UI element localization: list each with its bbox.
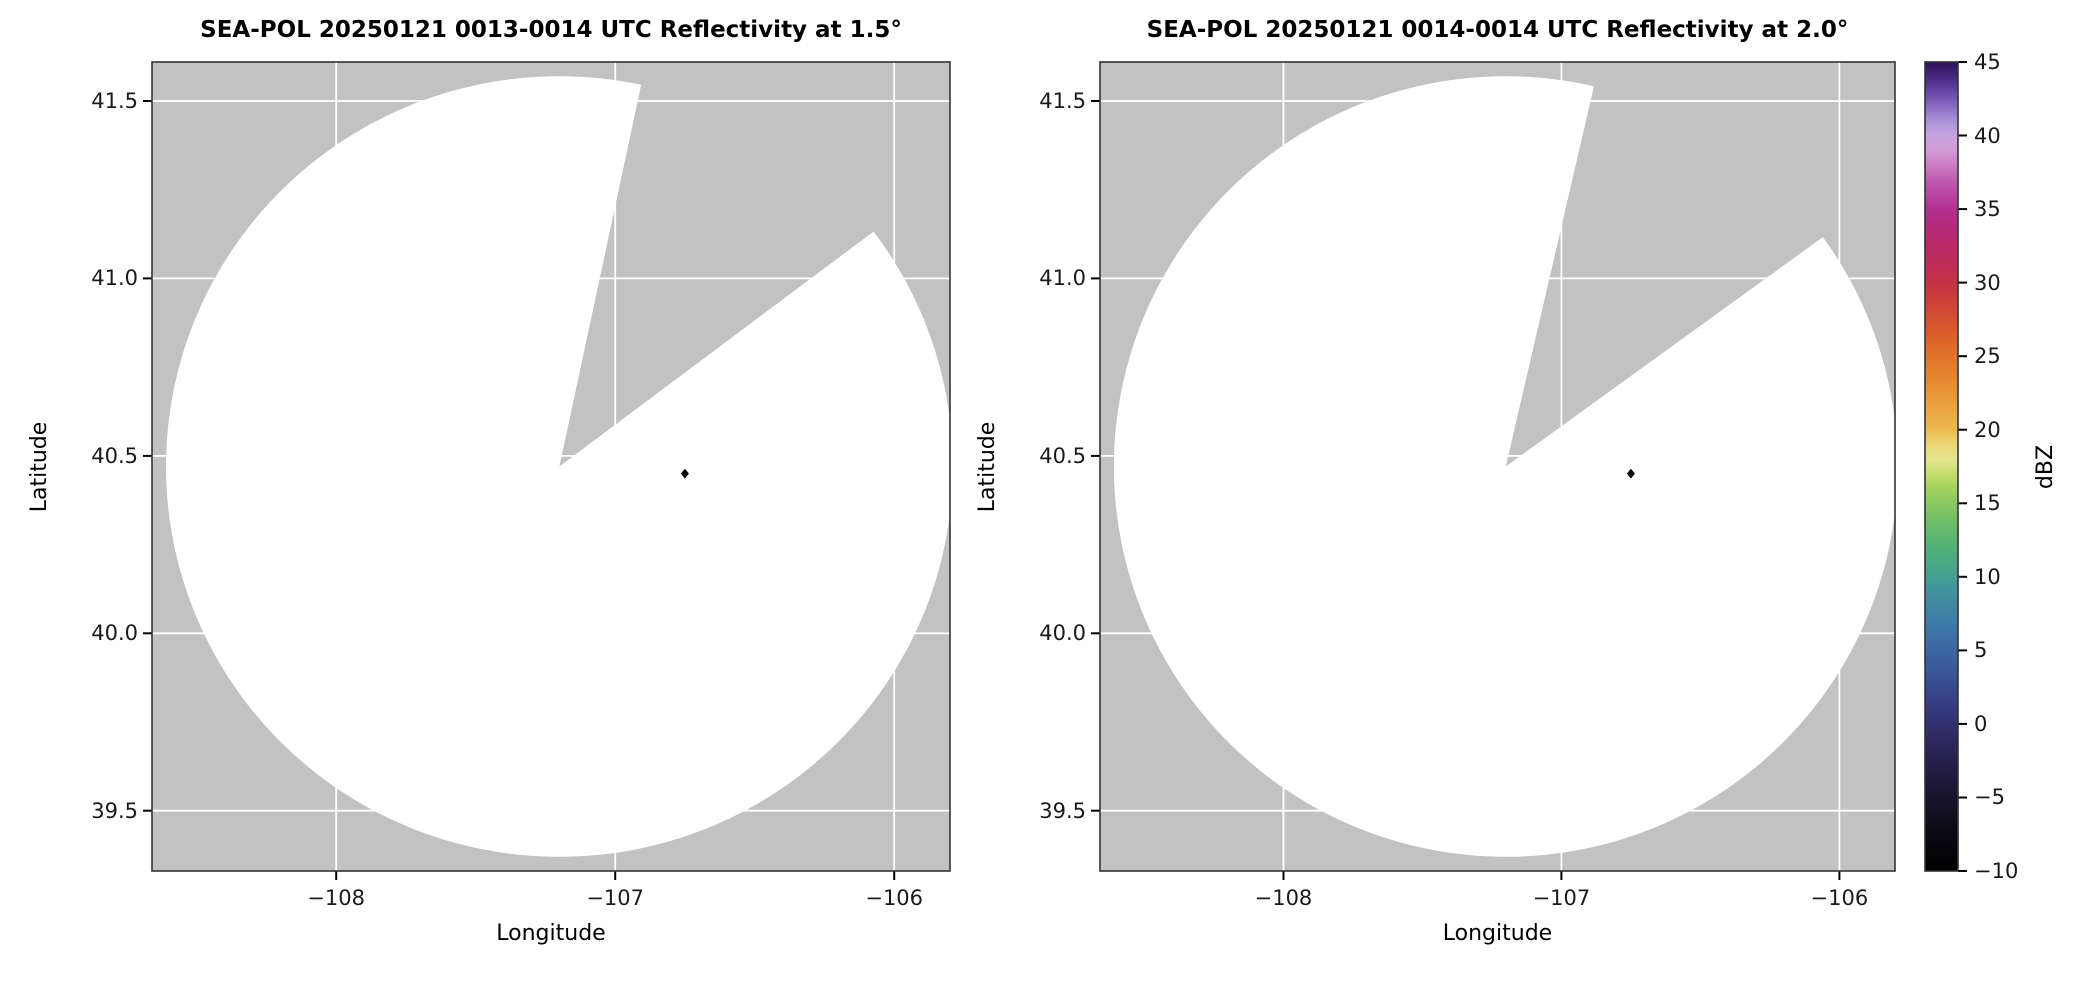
y-tick-label: 41.5 xyxy=(1039,89,1086,114)
missing-data-sector xyxy=(559,62,950,467)
colorbar-tick-label: 35 xyxy=(1974,197,2001,222)
colorbar-tick-label: 5 xyxy=(1974,638,1988,663)
left-y-axis-label: Latitude xyxy=(27,421,52,512)
x-tick-label: −107 xyxy=(586,886,645,910)
x-tick-label: −106 xyxy=(1810,886,1869,910)
y-tick-label: 40.0 xyxy=(1039,621,1086,646)
y-tick-label: 40.0 xyxy=(91,621,138,646)
y-tick-label: 40.5 xyxy=(91,443,138,468)
colorbar-gradient xyxy=(1925,62,1958,871)
left-panel-title: SEA-POL 20250121 0013-0014 UTC Reflectiv… xyxy=(200,17,902,43)
colorbar-tick-label: 40 xyxy=(1974,123,2001,148)
colorbar-tick-label: 15 xyxy=(1974,491,2001,516)
missing-data-sector xyxy=(1505,62,1895,467)
colorbar-tick-label: −5 xyxy=(1974,785,2005,810)
x-tick-label: −106 xyxy=(865,886,924,910)
colorbar-tick-label: 45 xyxy=(1974,50,2001,74)
colorbar xyxy=(1924,61,1967,872)
x-tick-label: −108 xyxy=(1254,886,1313,910)
colorbar-label: dBZ xyxy=(2033,444,2058,489)
left-radar-plot xyxy=(143,61,951,880)
y-tick-label: 39.5 xyxy=(91,798,138,823)
y-tick-label: 41.0 xyxy=(1039,266,1086,291)
echo-marker xyxy=(1626,468,1635,479)
x-tick-label: −107 xyxy=(1532,886,1591,910)
right-radar-plot xyxy=(1091,61,1896,880)
axes-spine xyxy=(151,61,951,872)
colorbar-tick-label: 20 xyxy=(1974,417,2001,442)
colorbar-tick-label: 25 xyxy=(1974,344,2001,369)
colorbar-outline xyxy=(1924,61,1959,872)
axes-spine xyxy=(1099,61,1896,872)
right-x-axis-label: Longitude xyxy=(1442,921,1553,946)
y-tick-label: 41.0 xyxy=(91,266,138,291)
y-tick-label: 41.5 xyxy=(91,89,138,114)
echo-marker xyxy=(680,468,689,479)
colorbar-tick-label: 10 xyxy=(1974,564,2001,589)
colorbar-tick-label: 0 xyxy=(1974,711,1988,736)
right-y-axis-label: Latitude xyxy=(975,421,1000,512)
y-tick-label: 40.5 xyxy=(1039,443,1086,468)
colorbar-tick-label: −10 xyxy=(1974,859,2019,883)
y-tick-label: 39.5 xyxy=(1039,798,1086,823)
x-tick-label: −108 xyxy=(307,886,365,910)
left-x-axis-label: Longitude xyxy=(496,921,606,946)
right-panel-title: SEA-POL 20250121 0014-0014 UTC Reflectiv… xyxy=(1146,17,1849,43)
colorbar-tick-label: 30 xyxy=(1974,270,2001,295)
